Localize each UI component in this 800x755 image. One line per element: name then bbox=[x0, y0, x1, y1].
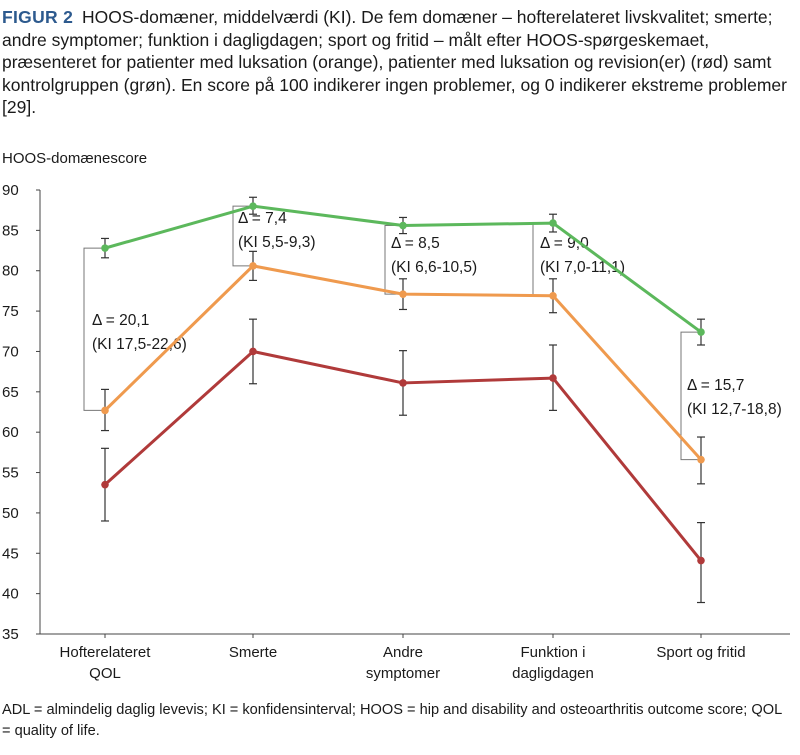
delta-ci-label: (KI 7,0-11,1) bbox=[540, 259, 625, 276]
series-kontrolgruppen bbox=[101, 196, 705, 346]
series-luksation bbox=[101, 250, 705, 485]
data-point bbox=[399, 379, 407, 387]
data-point bbox=[399, 290, 407, 298]
delta-annotations: Δ = 20,1 (KI 17,5-22,6) Δ = 7,4 (KI 5,5-9,3… bbox=[83, 205, 782, 461]
data-point bbox=[549, 219, 557, 227]
data-point bbox=[697, 455, 705, 464]
data-point bbox=[697, 328, 705, 336]
data-point bbox=[249, 202, 257, 210]
delta-bracket bbox=[232, 205, 253, 267]
delta-value-label: Δ = 7,4 bbox=[238, 210, 287, 227]
y-tick-label: 80 bbox=[2, 263, 19, 280]
caption-text: HOOS-domæner, middelværdi (KI). De fem d… bbox=[2, 7, 787, 118]
figure-caption: FIGUR 2 HOOS-domæner, middelværdi (KI). … bbox=[2, 6, 792, 119]
data-point bbox=[399, 221, 407, 230]
delta-value-label: Δ = 20,1 bbox=[92, 312, 149, 329]
y-tick-label: 70 bbox=[2, 343, 19, 360]
x-tick-label: QOL bbox=[89, 665, 121, 682]
footnote: ADL = almindelig daglig levevis; KI = ko… bbox=[2, 702, 782, 739]
data-point bbox=[697, 556, 705, 565]
delta-ci-label: (KI 17,5-22,6) bbox=[92, 336, 187, 353]
line-chart: HOOS-domænescore 35 40 45 50 55 60 65 70 75 80 85 9… bbox=[2, 150, 790, 682]
y-tick-label: 50 bbox=[2, 505, 19, 522]
data-point bbox=[249, 262, 257, 270]
series-luksation-og-revision-er- bbox=[101, 318, 705, 604]
y-tick-label: 75 bbox=[2, 303, 19, 320]
delta-ci-label: (KI 5,5-9,3) bbox=[238, 234, 316, 251]
delta-ci-label: (KI 6,6-10,5) bbox=[391, 259, 477, 276]
data-point bbox=[549, 291, 557, 300]
y-tick-label: 85 bbox=[2, 222, 19, 239]
x-axis-labels: Hofterelateret QOL Smerte Andre symptomer Fun… bbox=[60, 644, 746, 682]
y-tick-label: 65 bbox=[2, 384, 19, 401]
data-point bbox=[101, 406, 109, 415]
y-axis-label: HOOS-domænescore bbox=[2, 150, 147, 167]
x-tick-label: Andre bbox=[383, 644, 423, 661]
delta-bracket bbox=[83, 247, 105, 411]
y-tick-label: 90 bbox=[2, 182, 19, 199]
x-tick-label: Smerte bbox=[229, 644, 277, 661]
y-tick-label: 55 bbox=[2, 465, 19, 482]
delta-ci-label: (KI 12,7-18,8) bbox=[687, 401, 782, 418]
data-point bbox=[249, 347, 257, 356]
delta-value-label: Δ = 15,7 bbox=[687, 377, 744, 394]
y-tick-label: 45 bbox=[2, 545, 19, 562]
delta-bracket bbox=[680, 331, 701, 461]
x-tick-label: symptomer bbox=[366, 665, 440, 682]
delta-value-label: Δ = 8,5 bbox=[391, 235, 440, 252]
data-point bbox=[101, 244, 109, 252]
y-tick-label: 35 bbox=[2, 626, 19, 643]
data-point bbox=[101, 480, 109, 489]
figure-label: FIGUR 2 bbox=[2, 7, 74, 27]
y-tick-label: 40 bbox=[2, 586, 19, 603]
data-series bbox=[101, 196, 705, 604]
data-point bbox=[549, 374, 557, 382]
x-tick-label: Hofterelateret bbox=[60, 644, 152, 661]
x-tick-label: Funktion i bbox=[520, 644, 585, 661]
y-tick-label: 60 bbox=[2, 424, 19, 441]
x-tick-label: dagligdagen bbox=[512, 665, 594, 682]
axes: 35 40 45 50 55 60 65 70 75 80 85 90 bbox=[2, 182, 790, 643]
x-tick-label: Sport og fritid bbox=[656, 644, 745, 661]
